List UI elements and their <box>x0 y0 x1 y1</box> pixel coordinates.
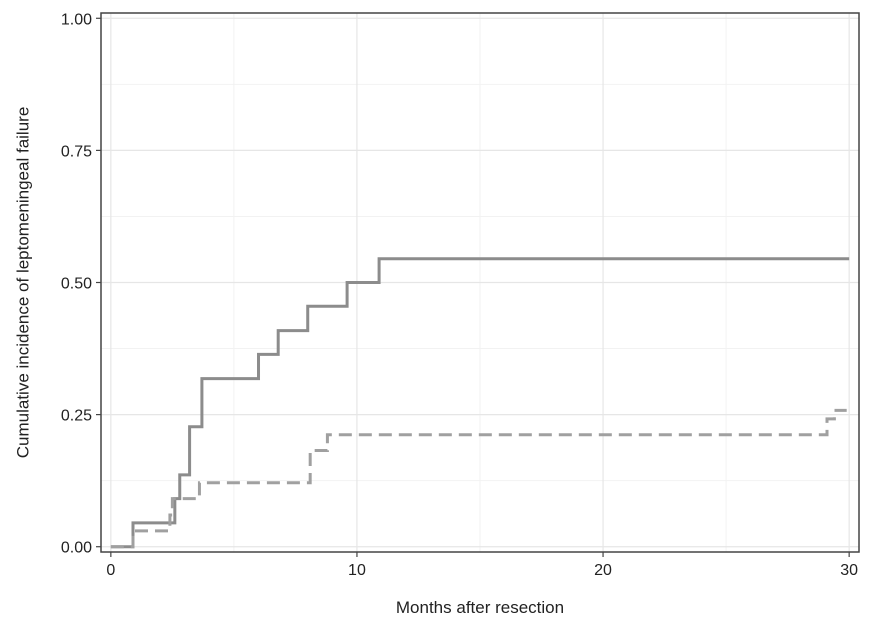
y-tick-label: 0.75 <box>61 143 92 160</box>
series-1-step-line <box>110 257 850 549</box>
series-2-step-line <box>110 408 847 549</box>
axes <box>96 12 860 557</box>
grid-lines <box>101 13 859 552</box>
y-tick-label: 0.50 <box>61 276 92 293</box>
x-tick-label: 20 <box>594 562 612 579</box>
y-axis-title: Cumulative incidence of leptomeningeal f… <box>13 107 32 459</box>
y-tick-label: 1.00 <box>61 11 92 28</box>
series-lines <box>110 257 850 549</box>
x-tick-label: 30 <box>840 562 858 579</box>
x-tick-label: 0 <box>106 562 115 579</box>
tick-labels: 0 10 20 30 0.00 0.25 0.50 0.75 1.00 <box>61 11 858 579</box>
y-tick-label: 0.00 <box>61 540 92 557</box>
x-tick-label: 10 <box>348 562 366 579</box>
x-axis-title: Months after resection <box>396 598 564 617</box>
y-tick-label: 0.25 <box>61 408 92 425</box>
